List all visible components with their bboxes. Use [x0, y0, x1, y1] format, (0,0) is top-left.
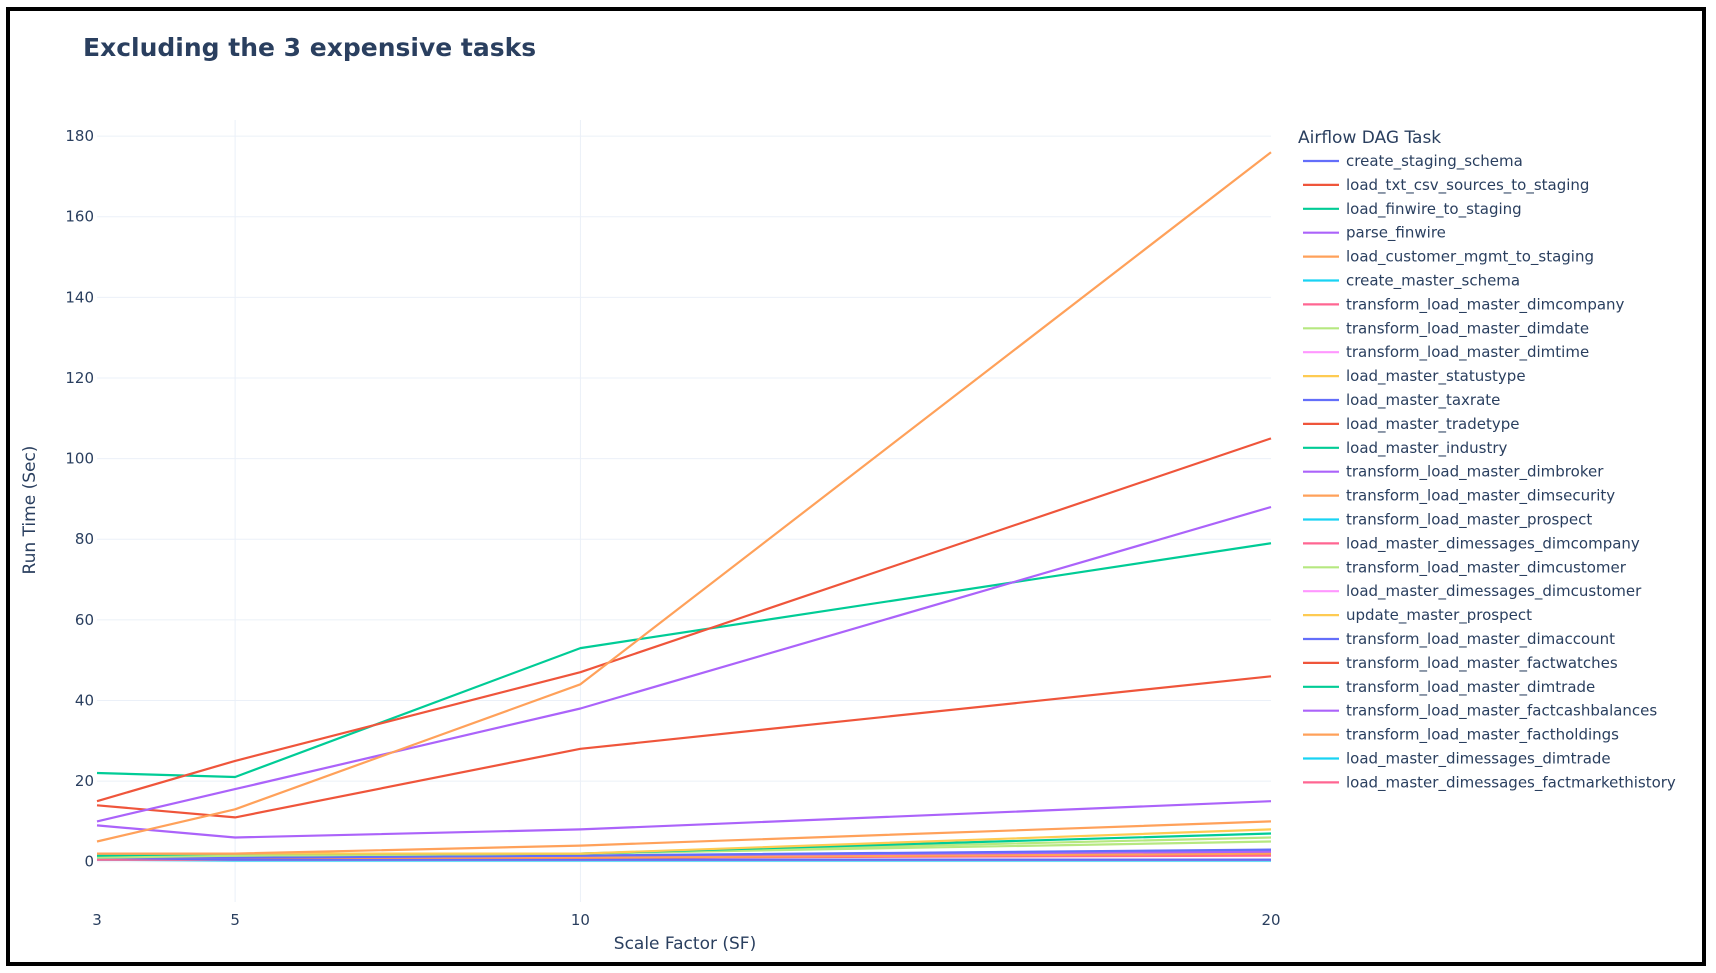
legend-item[interactable]: load_customer_mgmt_to_staging — [1303, 248, 1594, 267]
legend-item[interactable]: transform_load_master_factcashbalances — [1303, 702, 1657, 721]
legend-label: load_master_statustype — [1346, 367, 1526, 386]
legend-item[interactable]: load_master_dimessages_factmarkethistory — [1303, 773, 1676, 792]
legend-item[interactable]: load_finwire_to_staging — [1303, 200, 1522, 219]
series-line-load-finwire-to-staging[interactable] — [96, 542, 1272, 779]
legend-label: load_customer_mgmt_to_staging — [1346, 248, 1594, 267]
legend-item[interactable]: load_txt_csv_sources_to_staging — [1303, 176, 1589, 195]
x-axis-title: Scale Factor (SF) — [614, 934, 756, 954]
y-tick-label: 100 — [65, 450, 94, 468]
x-tick-label: 10 — [571, 911, 590, 929]
legend-label: update_master_prospect — [1346, 606, 1532, 625]
x-tick-label: 3 — [92, 911, 102, 929]
legend-item[interactable]: transform_load_master_factholdings — [1303, 726, 1619, 745]
legend-label: transform_load_master_dimcompany — [1346, 295, 1625, 314]
legend[interactable]: Airflow DAG Task create_staging_schemalo… — [1298, 128, 1676, 792]
legend-label: transform_load_master_dimtrade — [1346, 678, 1595, 697]
legend-label: load_master_industry — [1346, 439, 1508, 458]
legend-item[interactable]: update_master_prospect — [1303, 606, 1532, 625]
legend-item[interactable]: create_master_schema — [1303, 272, 1520, 291]
series-line-load-txt-csv-sources-to-staging[interactable] — [96, 437, 1272, 803]
legend-item[interactable]: load_master_dimessages_dimtrade — [1303, 750, 1611, 769]
legend-label: load_master_dimessages_dimtrade — [1346, 750, 1611, 769]
x-tick-label: 5 — [230, 911, 240, 929]
x-axis-ticks: 3 5 10 20 — [92, 911, 1280, 929]
series-line-transform-load-master-dimbroker[interactable] — [96, 800, 1272, 839]
legend-item[interactable]: transform_load_master_dimcompany — [1303, 295, 1625, 314]
y-axis-title: Run Time (Sec) — [20, 446, 40, 575]
series-line-parse-finwire[interactable] — [96, 505, 1272, 823]
legend-label: load_master_taxrate — [1346, 391, 1500, 410]
y-tick-label: 160 — [65, 208, 94, 226]
legend-label: load_master_dimessages_factmarkethistory — [1346, 773, 1676, 792]
y-tick-label: 60 — [75, 611, 94, 629]
y-tick-label: 0 — [84, 853, 94, 871]
legend-item[interactable]: parse_finwire — [1303, 224, 1446, 243]
series-line-load-master-tradetype[interactable] — [96, 675, 1272, 819]
y-tick-label: 20 — [75, 772, 94, 790]
legend-item[interactable]: transform_load_master_dimtrade — [1303, 678, 1595, 697]
legend-label: load_master_dimessages_dimcustomer — [1346, 582, 1642, 601]
legend-label: load_txt_csv_sources_to_staging — [1346, 176, 1589, 195]
legend-item[interactable]: transform_load_master_dimsecurity — [1303, 487, 1615, 506]
legend-item[interactable]: load_master_dimessages_dimcustomer — [1303, 582, 1642, 601]
legend-label: create_staging_schema — [1346, 152, 1523, 171]
y-tick-label: 40 — [75, 691, 94, 709]
legend-label: parse_finwire — [1346, 224, 1446, 243]
grid-lines — [97, 120, 1271, 902]
legend-label: transform_load_master_dimcustomer — [1346, 558, 1627, 577]
legend-label: load_master_tradetype — [1346, 415, 1519, 434]
legend-item[interactable]: transform_load_master_prospect — [1303, 511, 1592, 530]
x-tick-label: 20 — [1261, 911, 1280, 929]
legend-label: transform_load_master_dimbroker — [1346, 463, 1604, 482]
y-tick-label: 140 — [65, 288, 94, 306]
legend-label: transform_load_master_dimtime — [1346, 343, 1589, 362]
series-line-transform-load-master-dimsecurity[interactable] — [97, 820, 1272, 855]
y-tick-label: 80 — [75, 530, 94, 548]
legend-item[interactable]: transform_load_master_dimbroker — [1303, 463, 1604, 482]
legend-label: transform_load_master_dimdate — [1346, 319, 1589, 338]
legend-item[interactable]: load_master_statustype — [1303, 367, 1526, 386]
legend-item[interactable]: create_staging_schema — [1303, 152, 1523, 171]
legend-item[interactable]: load_master_dimessages_dimcompany — [1303, 534, 1640, 553]
y-tick-label: 180 — [65, 127, 94, 145]
legend-item[interactable]: load_master_industry — [1303, 439, 1508, 458]
legend-item[interactable]: transform_load_master_factwatches — [1303, 654, 1618, 673]
legend-item[interactable]: transform_load_master_dimtime — [1303, 343, 1589, 362]
legend-label: load_master_dimessages_dimcompany — [1346, 534, 1640, 553]
chart-title: Excluding the 3 expensive tasks — [83, 33, 536, 62]
y-tick-label: 120 — [65, 369, 94, 387]
legend-label: transform_load_master_factholdings — [1346, 726, 1619, 745]
legend-label: transform_load_master_factwatches — [1346, 654, 1618, 673]
legend-label: transform_load_master_factcashbalances — [1346, 702, 1657, 721]
y-axis-ticks: 0 20 40 60 80 100 120 140 160 180 — [65, 127, 94, 871]
legend-label: create_master_schema — [1346, 272, 1520, 291]
legend-item[interactable]: transform_load_master_dimdate — [1303, 319, 1589, 338]
legend-item[interactable]: load_master_tradetype — [1303, 415, 1519, 434]
series-lines — [96, 151, 1272, 862]
legend-label: load_finwire_to_staging — [1346, 200, 1522, 219]
legend-item[interactable]: load_master_taxrate — [1303, 391, 1500, 410]
legend-title: Airflow DAG Task — [1298, 128, 1441, 148]
series-line-load-customer-mgmt-to-staging[interactable] — [96, 151, 1272, 843]
legend-label: transform_load_master_dimsecurity — [1346, 487, 1615, 506]
legend-label: transform_load_master_prospect — [1346, 511, 1592, 530]
legend-item[interactable]: transform_load_master_dimaccount — [1303, 630, 1615, 649]
legend-label: transform_load_master_dimaccount — [1346, 630, 1615, 649]
legend-item[interactable]: transform_load_master_dimcustomer — [1303, 558, 1627, 577]
